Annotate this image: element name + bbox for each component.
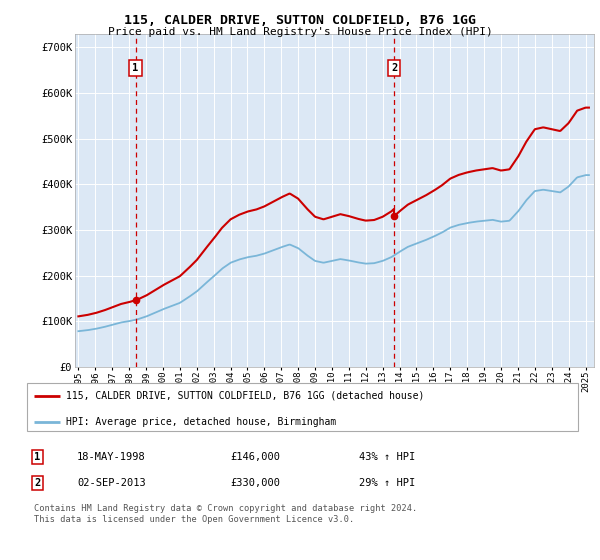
Text: Contains HM Land Registry data © Crown copyright and database right 2024.
This d: Contains HM Land Registry data © Crown c…: [34, 504, 417, 524]
Text: 43% ↑ HPI: 43% ↑ HPI: [359, 452, 415, 462]
Text: 18-MAY-1998: 18-MAY-1998: [77, 452, 146, 462]
Text: £146,000: £146,000: [230, 452, 280, 462]
Text: 2: 2: [34, 478, 40, 488]
Text: 29% ↑ HPI: 29% ↑ HPI: [359, 478, 415, 488]
Text: 1: 1: [34, 452, 40, 462]
Text: 115, CALDER DRIVE, SUTTON COLDFIELD, B76 1GG (detached house): 115, CALDER DRIVE, SUTTON COLDFIELD, B76…: [66, 391, 424, 401]
Text: 2: 2: [391, 63, 397, 73]
Text: £330,000: £330,000: [230, 478, 280, 488]
FancyBboxPatch shape: [27, 384, 578, 431]
Text: 1: 1: [133, 63, 139, 73]
Text: HPI: Average price, detached house, Birmingham: HPI: Average price, detached house, Birm…: [66, 417, 336, 427]
Text: Price paid vs. HM Land Registry's House Price Index (HPI): Price paid vs. HM Land Registry's House …: [107, 27, 493, 37]
Text: 115, CALDER DRIVE, SUTTON COLDFIELD, B76 1GG: 115, CALDER DRIVE, SUTTON COLDFIELD, B76…: [124, 14, 476, 27]
Text: 02-SEP-2013: 02-SEP-2013: [77, 478, 146, 488]
